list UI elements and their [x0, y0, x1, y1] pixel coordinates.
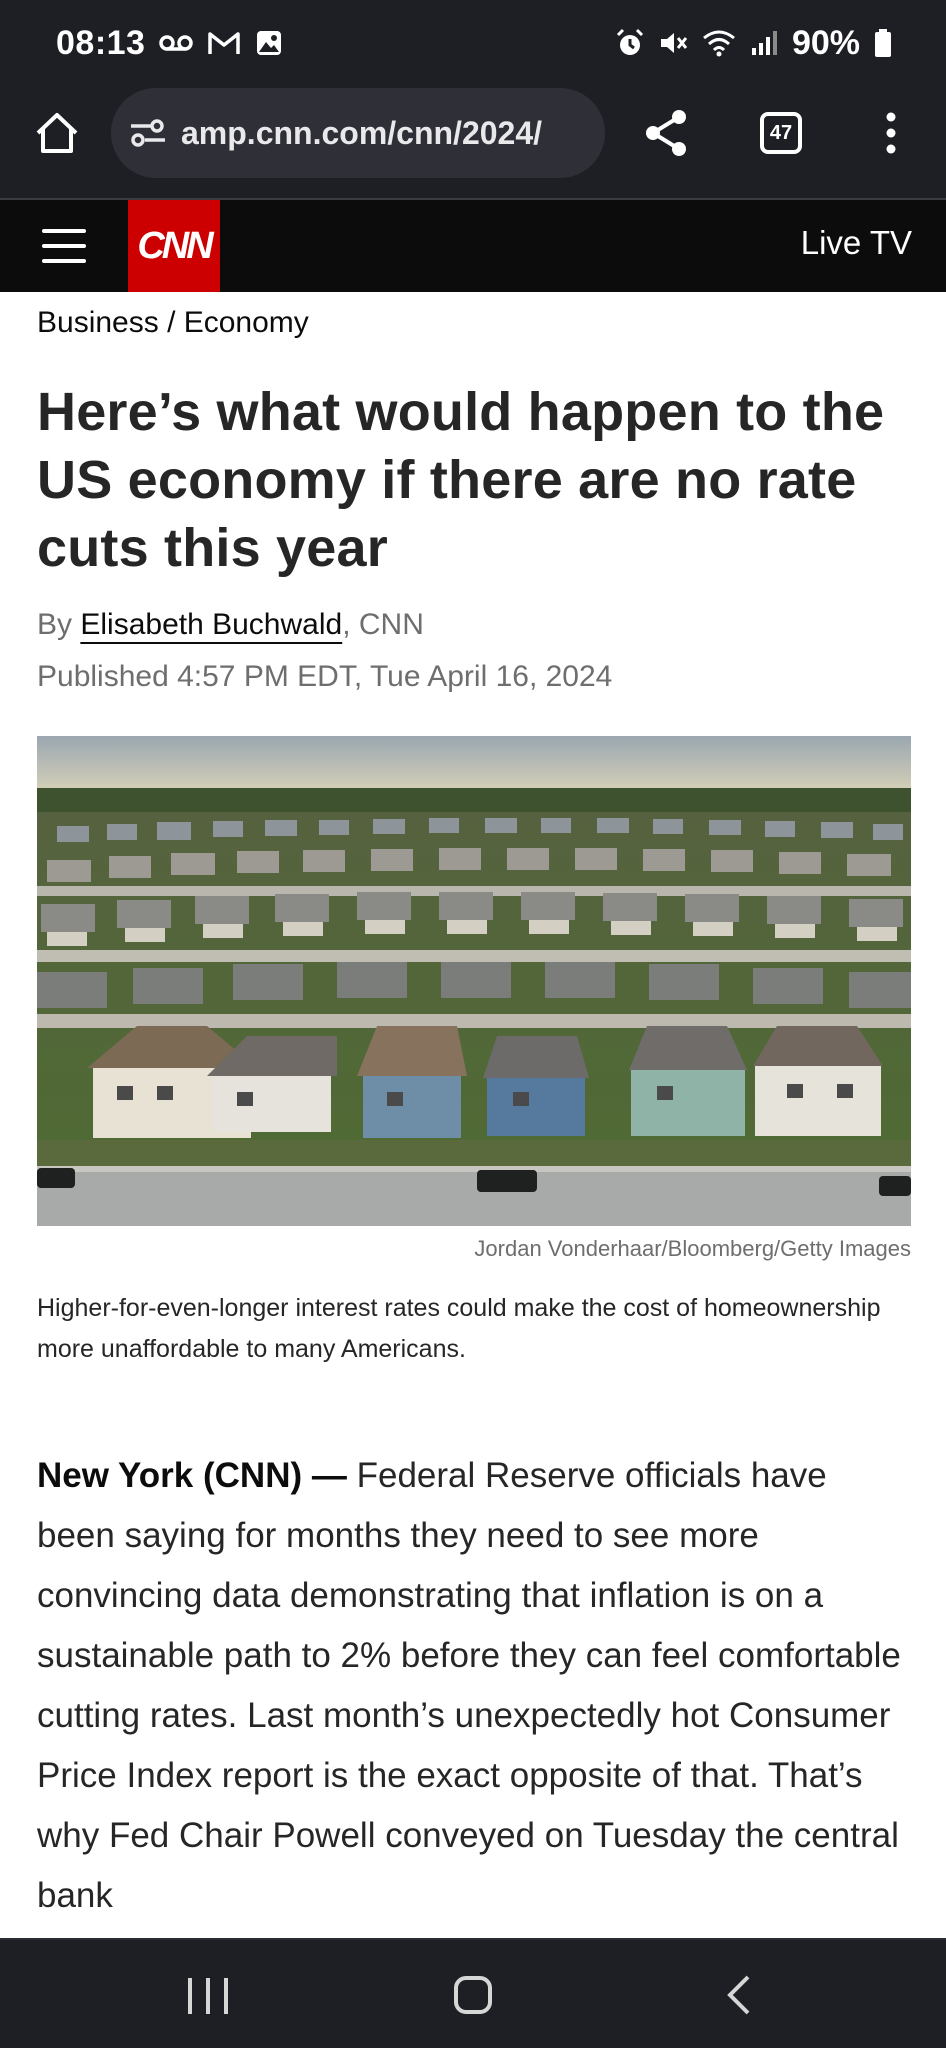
share-button[interactable] — [642, 108, 692, 158]
browser-toolbar: amp.cnn.com/cnn/2024/ 47 — [0, 86, 946, 200]
hamburger-menu-icon[interactable] — [42, 224, 86, 268]
back-chevron-icon — [727, 1975, 750, 2015]
voicemail-icon — [159, 33, 194, 53]
gallery-icon — [255, 29, 283, 57]
clock: 08:13 — [56, 23, 146, 62]
gmail-icon — [207, 30, 241, 56]
image-credit: Jordan Vonderhaar/Bloomberg/Getty Images — [474, 1236, 911, 1261]
neighborhood-aerial-image — [37, 736, 911, 1226]
byline-suffix: , CNN — [342, 608, 424, 641]
url-text: amp.cnn.com/cnn/2024/ — [181, 114, 543, 151]
system-nav-bar — [0, 1938, 946, 2048]
home-icon — [36, 113, 78, 153]
article-headline: Here’s what would happen to the US econo… — [37, 382, 885, 578]
byline-prefix: By — [37, 608, 81, 641]
recent-apps-button[interactable] — [188, 1978, 228, 2014]
mute-icon — [658, 28, 688, 58]
cnn-logo[interactable]: CNN — [128, 200, 220, 292]
tab-switcher-button[interactable]: 47 — [760, 112, 802, 154]
more-vert-icon — [886, 112, 896, 154]
status-right: 90% — [616, 24, 892, 63]
home-button[interactable] — [32, 108, 82, 158]
author-link[interactable]: Elisabeth Buchwald — [80, 608, 343, 641]
status-left: 08:13 — [56, 24, 283, 63]
alarm-icon — [616, 28, 644, 58]
site-settings-icon[interactable] — [129, 117, 167, 149]
signal-icon — [750, 30, 778, 56]
overflow-menu-button[interactable] — [874, 108, 908, 158]
article-body: New York (CNN) — Federal Reserve officia… — [37, 1446, 911, 1926]
battery-percent: 90% — [791, 23, 860, 62]
breadcrumb[interactable]: Business / Economy — [37, 306, 309, 339]
battery-icon — [874, 28, 892, 58]
dateline: New York (CNN) — — [37, 1456, 357, 1495]
toolbar-divider — [0, 198, 946, 200]
address-bar[interactable]: amp.cnn.com/cnn/2024/ — [111, 88, 605, 178]
article-body-text: Federal Reserve officials have been sayi… — [37, 1456, 901, 1915]
cnn-header: CNN Live TV — [0, 200, 946, 292]
image-caption: Higher-for-even-longer interest rates co… — [37, 1294, 881, 1363]
live-tv-link[interactable]: Live TV — [800, 224, 912, 261]
nav-back-button[interactable] — [720, 1974, 760, 2016]
published-date: Published 4:57 PM EDT, Tue April 16, 202… — [37, 660, 613, 693]
status-bar: 08:13 90% — [0, 0, 946, 86]
article-photo[interactable] — [37, 736, 911, 1226]
byline: By Elisabeth Buchwald, CNN — [37, 608, 911, 642]
share-icon — [646, 110, 686, 156]
article: Business / Economy Here’s what would hap… — [37, 292, 911, 1926]
wifi-icon — [702, 29, 736, 57]
nav-home-button[interactable] — [454, 1976, 492, 2014]
